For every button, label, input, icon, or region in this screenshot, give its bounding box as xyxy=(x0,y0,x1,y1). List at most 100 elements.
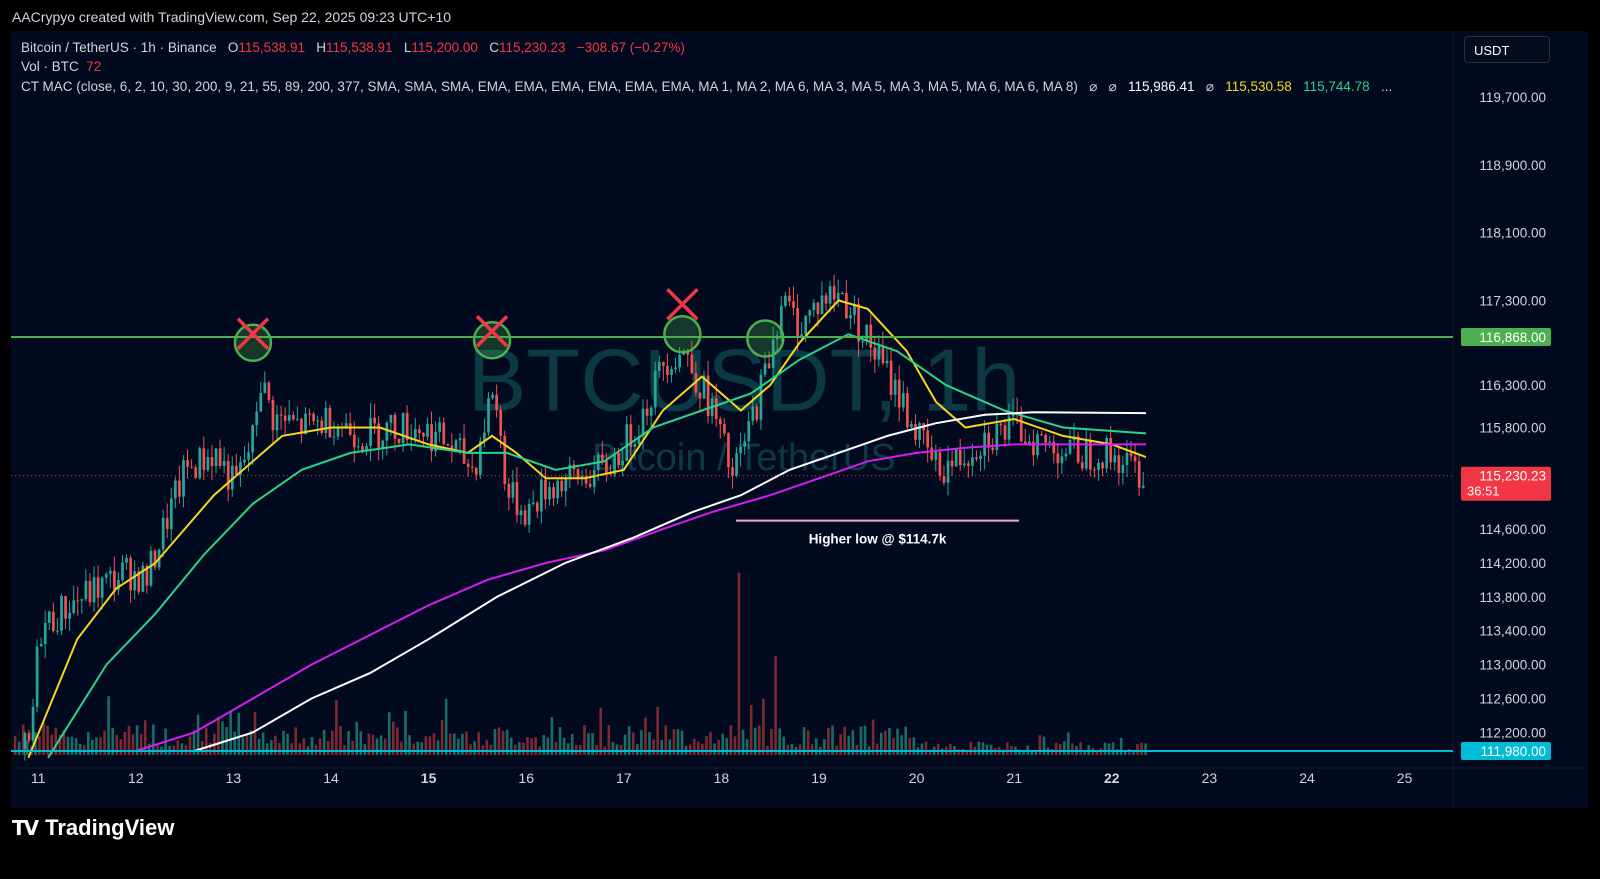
volume-bar xyxy=(237,712,241,755)
indicator-value-white: 115,986.41 xyxy=(1128,79,1195,94)
volume-bar xyxy=(786,744,790,755)
candle xyxy=(698,392,702,399)
candle xyxy=(999,423,1003,426)
chart-pane[interactable]: BTCUSDT, 1h Bitcoin / TetherUS Higher low … xyxy=(11,31,1588,808)
rejection-x-mark xyxy=(475,314,509,348)
volume-bar xyxy=(713,743,716,755)
candle xyxy=(836,293,840,300)
candle xyxy=(255,411,259,426)
volume-bar xyxy=(221,721,224,755)
resistance-price-tag[interactable] xyxy=(1461,328,1551,346)
candle xyxy=(287,415,291,421)
volume-bar xyxy=(355,721,358,755)
candle xyxy=(1133,456,1137,462)
volume-bar xyxy=(270,740,273,755)
volume-bar xyxy=(331,730,334,755)
volume-bar xyxy=(1018,749,1021,755)
candle xyxy=(1089,440,1092,470)
volume-bar xyxy=(392,721,395,755)
currency-selector[interactable]: USDT xyxy=(1464,36,1550,63)
candle xyxy=(629,424,633,447)
volume-bar xyxy=(428,736,432,755)
rejection-circle[interactable] xyxy=(746,319,785,358)
candle xyxy=(788,295,791,302)
symbol-title[interactable]: Bitcoin / TetherUS · 1h · Binance xyxy=(21,40,217,55)
candle xyxy=(117,580,120,590)
indicator-more[interactable]: ... xyxy=(1380,79,1393,94)
candle xyxy=(1097,462,1100,471)
candle xyxy=(243,459,246,463)
volume-bar xyxy=(448,733,452,755)
volume-bar xyxy=(485,739,489,755)
volume-bar xyxy=(217,716,220,755)
candle xyxy=(267,382,271,400)
volume-bar xyxy=(514,744,517,755)
candle xyxy=(194,467,198,479)
support-price-tag[interactable] xyxy=(1461,742,1551,760)
higher-low-label: Higher low @ $114.7k xyxy=(809,532,947,547)
candle xyxy=(316,420,320,422)
candle xyxy=(434,431,437,452)
time-axis-label: 19 xyxy=(811,770,827,786)
volume-bar xyxy=(583,725,586,755)
candle xyxy=(584,475,588,484)
candle xyxy=(678,354,681,368)
candle xyxy=(405,412,409,440)
volume-bar xyxy=(1083,751,1086,755)
candle xyxy=(336,427,340,437)
volume-bar xyxy=(546,737,550,755)
rejection-circle[interactable] xyxy=(663,315,702,354)
volume-bar xyxy=(802,727,806,755)
candle xyxy=(910,424,913,428)
volume-bar xyxy=(888,728,891,755)
rejection-circle[interactable] xyxy=(472,320,512,360)
candle xyxy=(938,452,942,477)
candle xyxy=(1007,416,1011,440)
candle xyxy=(540,479,543,512)
price-axis-label: 114,200.00 xyxy=(1479,556,1546,571)
rejection-x-mark xyxy=(236,317,270,350)
volume-bar xyxy=(70,736,74,755)
indicator-value-yellow: 115,530.58 xyxy=(1225,79,1292,94)
time-axis-label: 22 xyxy=(1104,770,1120,786)
rejection-x-mark xyxy=(666,288,699,321)
volume-bar xyxy=(611,742,615,755)
volume-bar xyxy=(17,741,21,755)
change-value: −308.67 (−0.27%) xyxy=(576,40,685,55)
price-axis-label: 112,600.00 xyxy=(1479,691,1546,706)
volume-legend[interactable]: Vol · BTC 72 xyxy=(21,59,101,74)
candle xyxy=(576,469,580,478)
volume-bar xyxy=(1058,743,1062,755)
candle xyxy=(743,441,747,447)
last-price-tag[interactable] xyxy=(1461,466,1551,501)
rejection-circle[interactable] xyxy=(233,323,273,363)
volume-bar xyxy=(176,740,180,755)
candle xyxy=(210,457,214,467)
candle xyxy=(491,394,494,399)
candle xyxy=(108,570,112,574)
candle xyxy=(962,463,966,466)
volume-bar xyxy=(1140,742,1143,755)
volume-bar xyxy=(737,572,741,755)
volume-bar xyxy=(697,741,700,755)
candle xyxy=(580,475,584,478)
candle xyxy=(535,502,539,512)
indicator-legend[interactable]: CT MAC (close, 6, 2, 10, 30, 200, 9, 21,… xyxy=(21,79,1392,95)
candle xyxy=(625,424,629,461)
candle xyxy=(72,600,76,613)
candle xyxy=(31,706,35,741)
candle xyxy=(507,483,511,498)
candle xyxy=(60,595,63,631)
volume-bar xyxy=(936,743,940,755)
candle xyxy=(312,413,315,422)
volume-bar xyxy=(782,736,785,755)
volume-bar xyxy=(965,751,968,755)
volume-bar xyxy=(204,727,208,755)
candle xyxy=(824,295,828,304)
candle xyxy=(247,452,250,460)
candle xyxy=(393,414,397,439)
volume-bar xyxy=(408,735,411,755)
candle xyxy=(446,443,450,446)
candle xyxy=(605,460,608,474)
